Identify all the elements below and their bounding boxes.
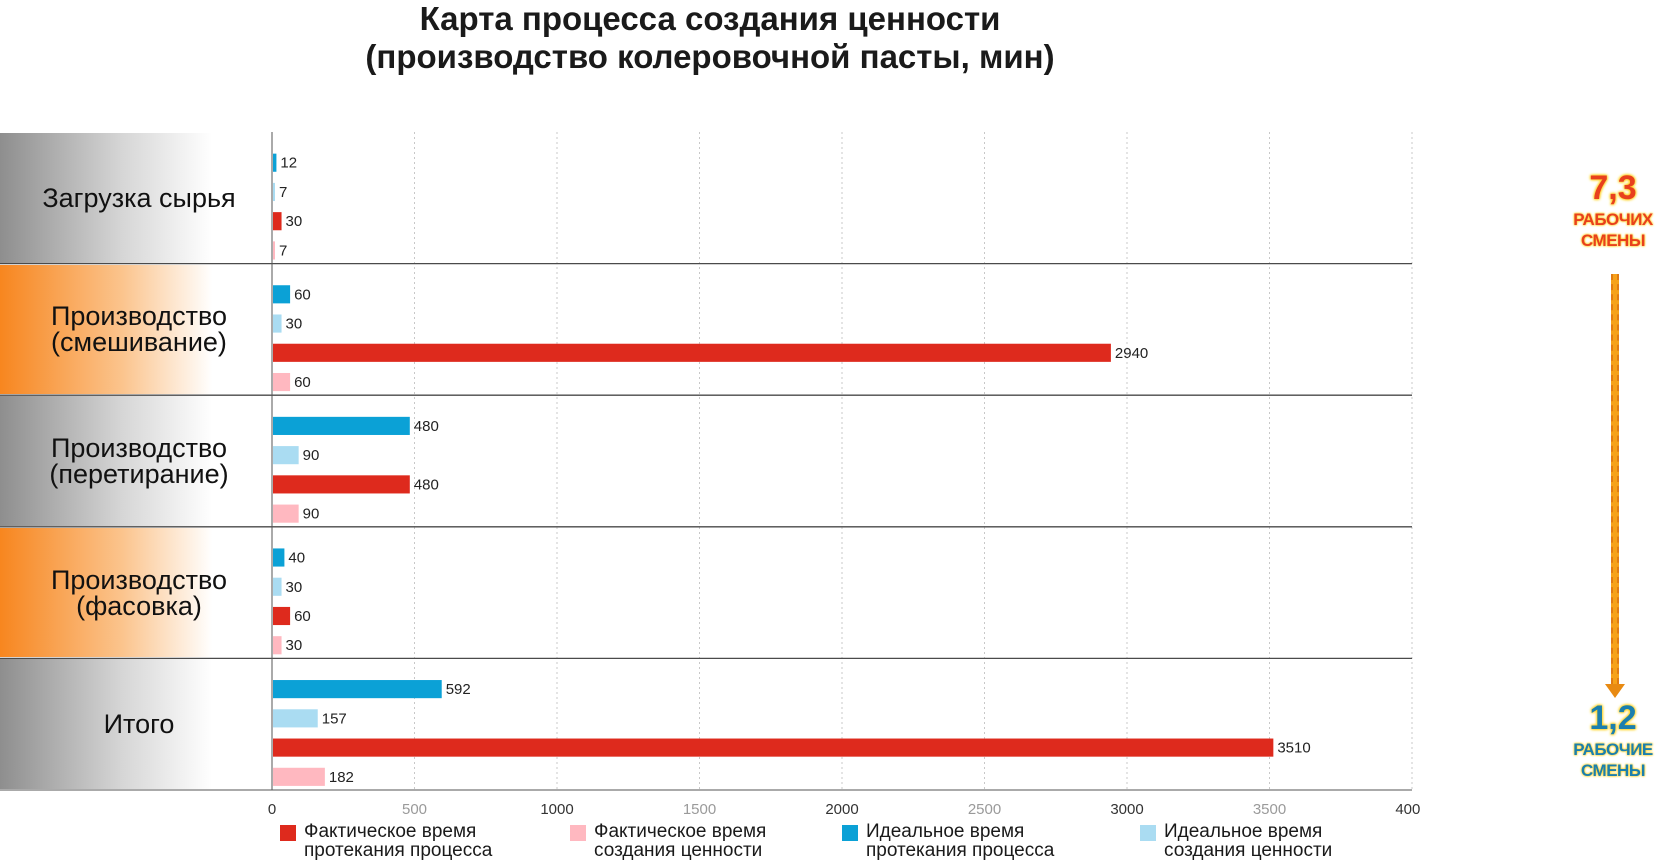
bar [273, 577, 282, 596]
chart-title-line-2: (производство колеровочной пасты, мин) [365, 38, 1055, 75]
category-label-text: Итого [103, 709, 175, 740]
shift-count-after: 1,2 [1589, 699, 1637, 737]
legend-item: Фактическое время протекания процесса [280, 822, 544, 860]
bar [273, 475, 410, 494]
bar [273, 446, 299, 465]
data-label: 3510 [1277, 740, 1310, 757]
data-label: 480 [414, 418, 439, 435]
bar [273, 606, 291, 626]
bar [273, 709, 318, 728]
data-label: 30 [286, 579, 303, 596]
bar-chart: 12 7 30 7 60 30 2940 60 480 90 480 90 40 30 60 30 592 157… [0, 132, 1420, 818]
category-label: Производство (фасовка) [0, 527, 272, 658]
data-label: 90 [303, 506, 320, 523]
bar [273, 153, 277, 172]
x-tick-label: 4000 [1395, 801, 1420, 818]
legend-item: Идеальное время создания ценности [1140, 822, 1404, 860]
category-label: Производство (перетирание) [0, 396, 272, 526]
x-tick-label: 1000 [540, 801, 573, 818]
category-label: Итого [0, 659, 272, 789]
bar [273, 416, 410, 435]
x-tick-label: 500 [402, 801, 427, 818]
category-label: Производство (смешивание) [0, 264, 272, 395]
bar [273, 212, 282, 231]
legend-swatch [1140, 825, 1156, 841]
arrow-head-icon [1605, 684, 1625, 698]
legend-label: Идеальное время создания ценности [1164, 821, 1333, 861]
category-label-text: Производство (смешивание) [50, 301, 228, 358]
bar [273, 314, 282, 333]
chart-title-line-1: Карта процесса создания ценности [419, 0, 1001, 37]
legend-swatch [570, 825, 586, 841]
legend-label: Фактическое время протекания процесса [304, 821, 493, 861]
bar [273, 182, 275, 202]
category-label: Загрузка сырья [0, 133, 272, 263]
bar [273, 343, 1111, 362]
data-label: 12 [280, 155, 297, 172]
bar [273, 504, 299, 523]
data-label: 60 [294, 374, 311, 391]
bar [273, 767, 325, 786]
x-tick-label: 0 [268, 801, 276, 818]
x-tick-label: 3500 [1253, 801, 1286, 818]
data-label: 60 [294, 286, 311, 303]
shift-label-after: РАБОЧИЕ СМЕНЫ [1573, 740, 1653, 780]
data-label: 592 [446, 681, 471, 698]
data-label: 40 [288, 550, 305, 567]
data-label: 90 [303, 447, 320, 464]
bar [273, 680, 442, 699]
legend-item: Идеальное время протекания процесса [842, 822, 1106, 860]
category-label-text: Производство (перетирание) [49, 432, 229, 489]
category-label-text: Загрузка сырья [42, 182, 236, 213]
shift-count-before: 7,3 [1589, 169, 1637, 207]
legend-label: Фактическое время создания ценности [594, 821, 767, 861]
x-tick-label: 2500 [968, 801, 1001, 818]
data-label: 480 [414, 476, 439, 493]
chart-title: Карта процесса создания ценности (произв… [0, 0, 1420, 76]
data-label: 30 [286, 637, 303, 654]
x-tick-label: 3000 [1110, 801, 1143, 818]
data-label: 182 [329, 769, 354, 786]
legend-swatch [842, 825, 858, 841]
legend-label: Идеальное время протекания процесса [866, 821, 1055, 861]
down-arrow-icon [1611, 274, 1619, 684]
bar [273, 548, 285, 567]
bar [273, 372, 291, 392]
data-label: 2940 [1115, 345, 1148, 362]
data-label: 30 [286, 316, 303, 333]
data-label: 30 [286, 213, 303, 230]
bar [273, 241, 275, 260]
x-tick-label: 2000 [825, 801, 858, 818]
data-label: 60 [294, 608, 311, 625]
category-label-text: Производство (фасовка) [50, 564, 228, 621]
legend-item: Фактическое время создания ценности [570, 822, 834, 860]
bar [273, 636, 282, 655]
chart-legend: Фактическое время протекания процесса Фак… [0, 822, 1420, 862]
shift-annotation-bottom: 1,2 РАБОЧИЕ СМЕНЫ [1558, 700, 1668, 781]
shift-label-before: РАБОЧИХ СМЕНЫ [1573, 210, 1653, 250]
shift-annotation-top: 7,3 РАБОЧИХ СМЕНЫ [1558, 170, 1668, 251]
data-label: 7 [279, 242, 287, 259]
data-label: 157 [322, 710, 347, 727]
bar [273, 738, 1274, 757]
bar [273, 285, 291, 304]
x-tick-label: 1500 [683, 801, 716, 818]
legend-swatch [280, 825, 296, 841]
data-label: 7 [279, 184, 287, 201]
